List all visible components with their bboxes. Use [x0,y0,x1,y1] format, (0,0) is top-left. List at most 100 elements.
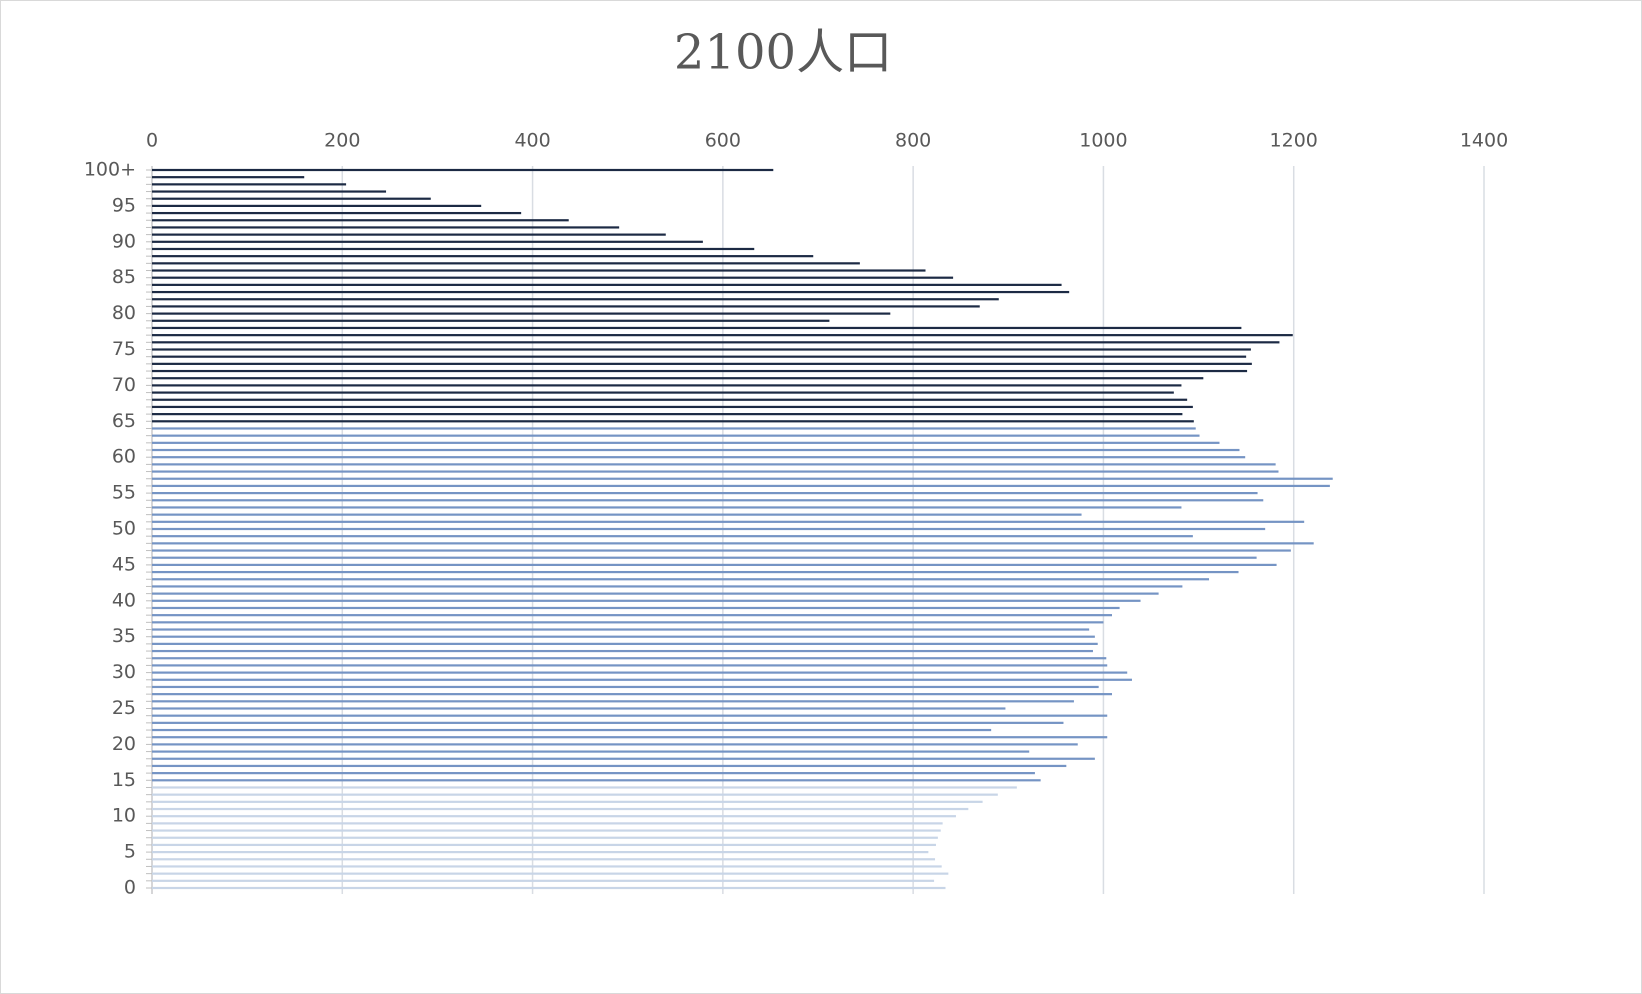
bar [152,391,1174,394]
y-tick-label: 15 [112,769,136,791]
bar [152,413,1183,416]
bar [152,779,1041,782]
y-tick-label: 100+ [84,159,136,181]
bar [152,506,1182,509]
x-tick-label: 400 [514,130,550,152]
y-tick-label: 85 [112,266,136,288]
bar [152,556,1257,559]
y-tick-label: 5 [124,841,136,863]
bar [152,204,482,207]
bar [152,176,305,179]
bar [152,865,942,868]
bar [152,836,938,839]
bar [152,233,666,236]
bar [152,549,1291,552]
y-tick-label: 20 [112,733,136,755]
bar [152,226,620,229]
x-tick-label: 1400 [1460,130,1508,152]
bar [152,420,1194,423]
bar [152,664,1108,667]
bar [152,542,1314,545]
y-tick-label: 75 [112,338,136,360]
y-tick-label: 55 [112,482,136,504]
bar [152,685,1099,689]
bar [152,621,1104,624]
bar [152,570,1239,574]
y-tick-label: 45 [112,553,136,575]
bar [152,628,1090,631]
bar [152,843,936,847]
bar [152,197,431,200]
bar [152,441,1220,444]
bar [152,649,1093,653]
bar [152,886,946,890]
y-tick-label: 80 [112,302,136,324]
bar [152,219,569,222]
bar [152,477,1333,480]
bar [152,276,954,279]
bar [152,822,943,825]
bar [152,513,1082,516]
bar [152,657,1107,660]
bar [152,728,992,732]
bar [152,312,891,315]
bar [152,851,929,854]
y-tick-label: 10 [112,805,136,827]
bar [152,707,1006,710]
bar [152,800,983,803]
y-tick-label: 90 [112,230,136,252]
bar [152,269,926,272]
bar [152,736,1108,739]
bar [152,168,774,172]
y-tick-label: 0 [124,877,136,899]
bar [152,362,1252,365]
bar [152,326,1242,330]
x-tick-label: 200 [324,130,360,152]
bar [152,434,1200,437]
bar [152,757,1095,760]
x-tick-label: 800 [895,130,931,152]
bar [152,743,1078,746]
y-tick-label: 95 [112,194,136,216]
bar [152,764,1067,768]
bar [152,492,1258,495]
bar [152,635,1095,638]
bar [152,642,1098,645]
bar [152,448,1240,452]
bar [152,815,956,818]
bar [152,456,1246,459]
bar [152,334,1293,337]
x-tick-label: 1200 [1270,130,1318,152]
bar [152,290,1070,294]
bar [152,807,969,811]
y-tick-label: 30 [112,661,136,683]
bar [152,355,1247,358]
bar [152,858,936,861]
bar [152,298,999,301]
bar [152,793,998,796]
y-tick-label: 35 [112,625,136,647]
bar [152,262,860,265]
bar [152,606,1120,610]
bar [152,721,1064,724]
bar [152,563,1277,566]
y-tick-label: 40 [112,589,136,611]
bar [152,678,1132,681]
bar [152,211,522,215]
x-tick-label: 0 [146,130,158,152]
bar [152,384,1182,387]
x-tick-label: 600 [705,130,741,152]
bar [152,255,814,258]
bar [152,578,1210,581]
y-tick-label: 50 [112,518,136,540]
bar [152,283,1062,286]
bar [152,527,1266,531]
bar [152,463,1276,466]
bar [152,183,347,186]
bar [152,829,941,832]
bar [152,305,980,308]
bar [152,499,1264,502]
bar [152,341,1280,344]
